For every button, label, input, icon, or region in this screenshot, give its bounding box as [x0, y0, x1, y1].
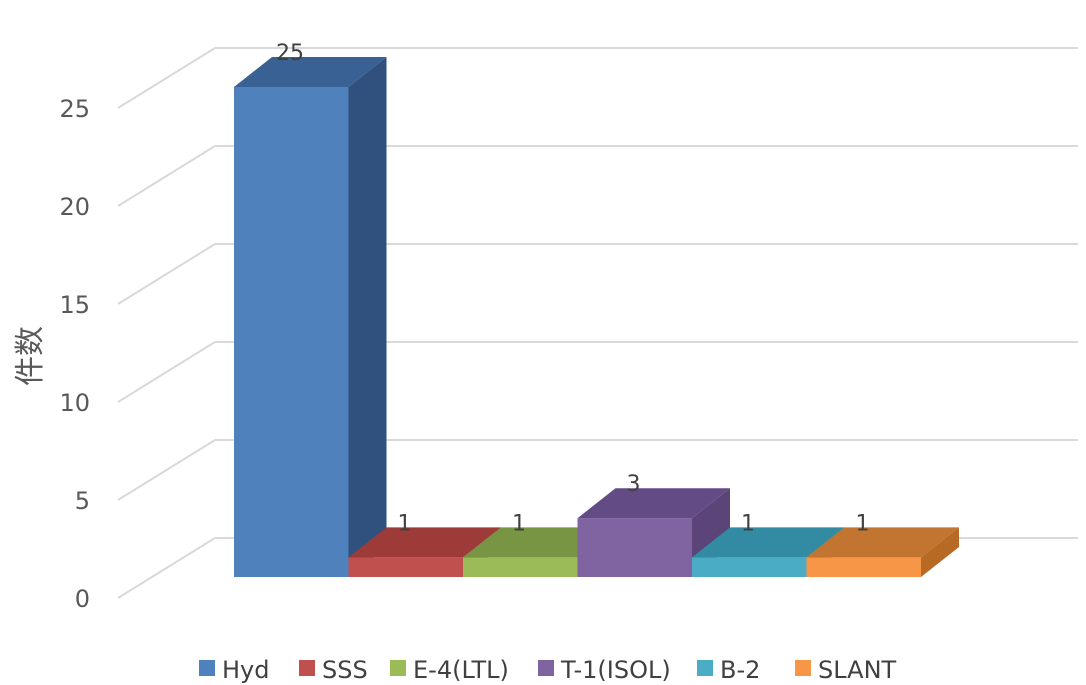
bar-top: [692, 527, 845, 558]
y-axis-label: 件数: [13, 326, 48, 386]
legend-item-T-1(ISOL): T-1(ISOL): [538, 656, 671, 684]
bar-SLANT: [806, 527, 959, 577]
bar-front: [234, 87, 349, 577]
y-tick-label: 15: [59, 291, 90, 319]
bar-top: [577, 488, 730, 519]
y-tick-label: 25: [59, 95, 90, 123]
bar-top: [348, 527, 501, 558]
legend-swatch: [390, 660, 406, 676]
y-tick-label: 5: [75, 487, 90, 515]
data-label: 1: [856, 511, 870, 536]
y-tick-label: 0: [75, 585, 90, 613]
y-tick-label: 10: [59, 389, 90, 417]
bar-top: [806, 527, 959, 558]
legend-label: B-2: [720, 656, 760, 684]
legend-item-E-4(LTL): E-4(LTL): [390, 656, 509, 684]
legend-item-SSS: SSS: [299, 656, 368, 684]
y-axis-ticks: 0 5 10 15 20 25: [59, 95, 90, 613]
bar-front: [577, 518, 692, 577]
data-label: 3: [627, 472, 641, 497]
bar-front: [692, 557, 807, 577]
y-tick-label: 20: [59, 193, 90, 221]
bar-top: [463, 527, 616, 558]
bars: [234, 57, 959, 577]
bar-Hyd: [234, 57, 387, 577]
bar-front: [348, 557, 463, 577]
legend-label: T-1(ISOL): [560, 656, 671, 684]
data-label: 1: [398, 511, 412, 536]
bar-top: [234, 57, 387, 87]
bar-T-1(ISOL): [577, 488, 730, 577]
bar-side: [921, 527, 959, 577]
legend-label: E-4(LTL): [413, 656, 509, 684]
legend-swatch: [795, 660, 811, 676]
legend-swatch: [538, 660, 554, 676]
legend-swatch: [299, 660, 315, 676]
bar-front: [806, 557, 921, 577]
data-label: 25: [276, 41, 304, 66]
data-label: 1: [741, 511, 755, 536]
legend-label: SSS: [322, 656, 368, 684]
data-label: 1: [512, 511, 526, 536]
bar-side: [348, 57, 387, 577]
legend-label: SLANT: [818, 656, 897, 684]
legend-label: Hyd: [222, 656, 269, 684]
legend-swatch: [199, 660, 215, 676]
gridline: [117, 47, 1078, 109]
legend-item-B-2: B-2: [697, 656, 760, 684]
legend: Hyd SSS E-4(LTL) T-1(ISOL) B-2 SLANT: [199, 656, 897, 684]
data-labels: 25 1 1 3 1 1: [276, 41, 870, 536]
legend-item-Hyd: Hyd: [199, 656, 269, 684]
legend-item-SLANT: SLANT: [795, 656, 897, 684]
legend-swatch: [697, 660, 713, 676]
bar-front: [463, 557, 578, 577]
